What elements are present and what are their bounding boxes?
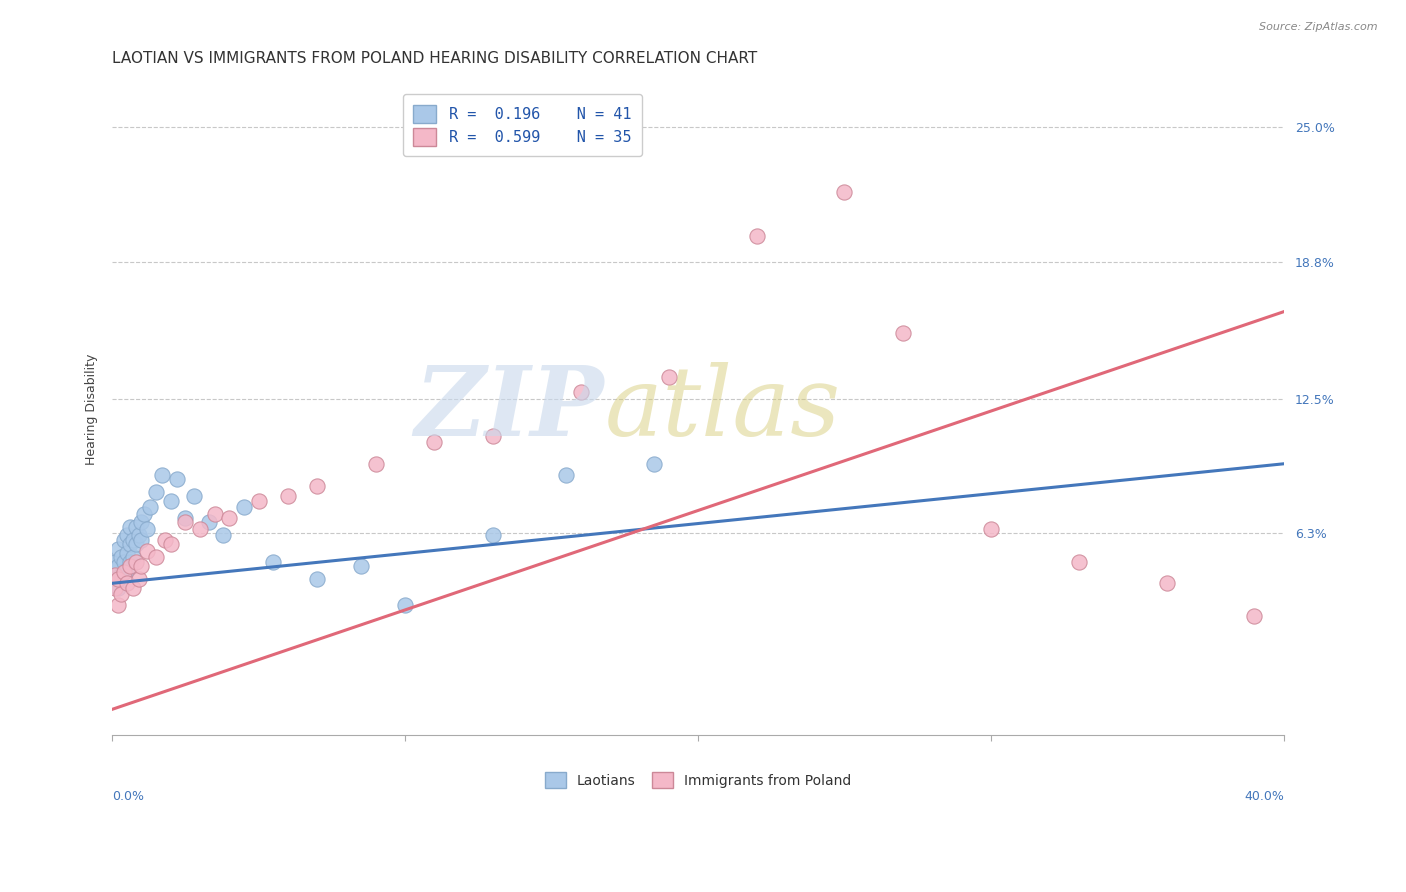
Point	[104, 555, 127, 569]
Point	[104, 581, 127, 595]
Point	[112, 566, 135, 580]
Point	[107, 581, 129, 595]
Point	[110, 587, 132, 601]
Point	[118, 555, 141, 569]
Point	[891, 326, 914, 341]
Point	[1156, 576, 1178, 591]
Point	[183, 489, 205, 503]
Point	[307, 572, 329, 586]
Text: LAOTIAN VS IMMIGRANTS FROM POLAND HEARING DISABILITY CORRELATION CHART: LAOTIAN VS IMMIGRANTS FROM POLAND HEARIN…	[112, 51, 758, 66]
Point	[104, 572, 127, 586]
Point	[110, 567, 132, 582]
Text: atlas: atlas	[605, 362, 841, 457]
Point	[124, 520, 146, 534]
Point	[307, 478, 329, 492]
Legend: Laotians, Immigrants from Poland: Laotians, Immigrants from Poland	[538, 766, 856, 794]
Point	[643, 457, 665, 471]
Point	[104, 567, 127, 582]
Point	[218, 511, 240, 525]
Point	[136, 522, 159, 536]
Point	[482, 528, 505, 542]
Point	[115, 546, 138, 560]
Text: ZIP: ZIP	[415, 362, 605, 457]
Point	[145, 550, 167, 565]
Point	[555, 467, 578, 482]
Y-axis label: Hearing Disability: Hearing Disability	[86, 354, 98, 465]
Point	[159, 493, 181, 508]
Point	[262, 555, 284, 569]
Point	[139, 500, 162, 515]
Point	[482, 428, 505, 442]
Point	[364, 457, 387, 471]
Point	[159, 537, 181, 551]
Point	[1243, 608, 1265, 623]
Text: Source: ZipAtlas.com: Source: ZipAtlas.com	[1260, 22, 1378, 32]
Point	[107, 598, 129, 612]
Point	[118, 558, 141, 573]
Point	[174, 511, 197, 525]
Point	[212, 528, 235, 542]
Point	[121, 550, 143, 565]
Point	[136, 543, 159, 558]
Point	[128, 572, 150, 586]
Point	[1067, 555, 1090, 569]
Point	[121, 533, 143, 547]
Point	[174, 516, 197, 530]
Point	[423, 435, 446, 450]
Point	[247, 493, 270, 508]
Point	[188, 522, 211, 536]
Point	[166, 472, 188, 486]
Point	[115, 528, 138, 542]
Point	[145, 485, 167, 500]
Text: 0.0%: 0.0%	[112, 789, 145, 803]
Point	[118, 537, 141, 551]
Point	[350, 558, 373, 573]
Point	[131, 533, 153, 547]
Text: 40.0%: 40.0%	[1244, 789, 1284, 803]
Point	[131, 516, 153, 530]
Point	[150, 467, 173, 482]
Point	[131, 558, 153, 573]
Point	[658, 369, 681, 384]
Point	[107, 558, 129, 573]
Point	[198, 516, 221, 530]
Point	[112, 555, 135, 569]
Point	[110, 550, 132, 565]
Point	[115, 576, 138, 591]
Point	[107, 572, 129, 586]
Point	[107, 541, 129, 556]
Point	[121, 581, 143, 595]
Point	[134, 507, 156, 521]
Point	[204, 507, 226, 521]
Point	[128, 528, 150, 542]
Point	[394, 598, 416, 612]
Point	[980, 522, 1002, 536]
Point	[834, 185, 856, 199]
Point	[745, 228, 768, 243]
Point	[569, 385, 592, 400]
Point	[112, 533, 135, 547]
Point	[124, 555, 146, 569]
Point	[277, 489, 299, 503]
Point	[118, 520, 141, 534]
Point	[115, 563, 138, 577]
Point	[233, 500, 256, 515]
Point	[153, 533, 176, 547]
Point	[124, 537, 146, 551]
